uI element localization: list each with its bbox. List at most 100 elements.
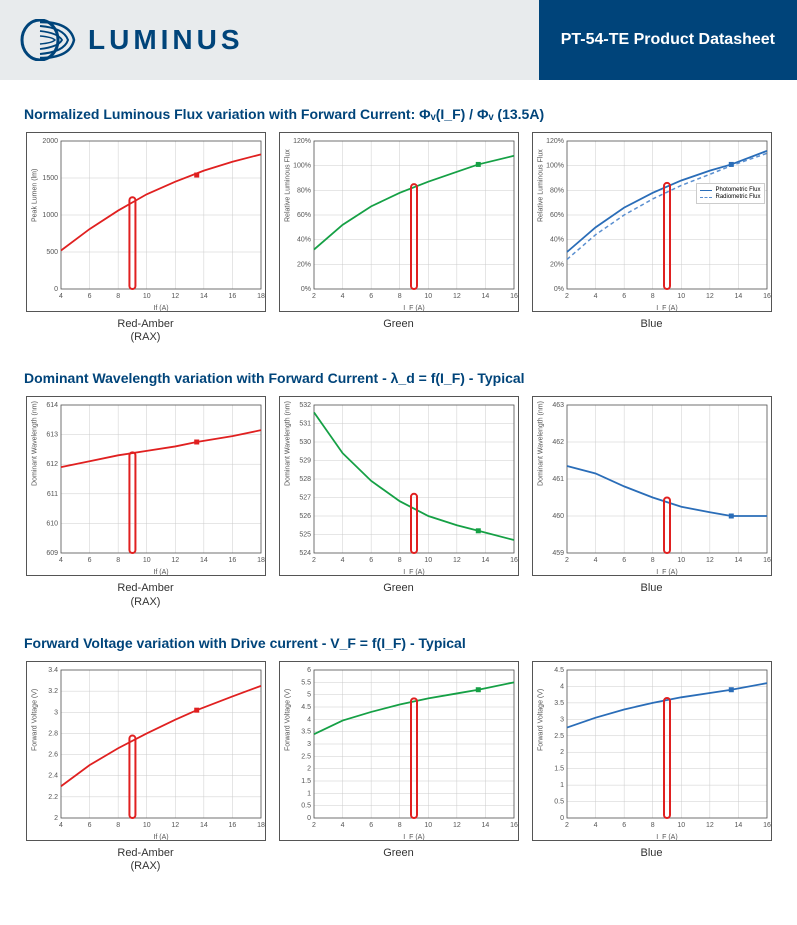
svg-text:4: 4	[59, 557, 63, 564]
svg-text:6: 6	[87, 822, 91, 829]
svg-text:16: 16	[510, 822, 518, 829]
svg-text:1.5: 1.5	[301, 778, 311, 785]
svg-text:40%: 40%	[549, 237, 563, 244]
svg-text:14: 14	[481, 822, 489, 829]
svg-text:8: 8	[397, 557, 401, 564]
y-axis-label: Dominant Wavelength (nm)	[537, 401, 544, 486]
svg-text:2: 2	[312, 293, 316, 300]
svg-text:3: 3	[560, 716, 564, 723]
chart-plot: 2468101214160%20%40%60%80%100%120%I_F (A…	[279, 132, 519, 312]
svg-text:12: 12	[452, 557, 460, 564]
svg-text:3.2: 3.2	[48, 688, 58, 695]
svg-text:I_F (A): I_F (A)	[403, 834, 424, 841]
y-axis-label: Dominant Wavelength (nm)	[284, 401, 291, 486]
chart-caption: Green	[383, 318, 414, 331]
chart-caption: Blue	[640, 847, 662, 860]
svg-text:0.5: 0.5	[554, 798, 564, 805]
svg-text:12: 12	[452, 822, 460, 829]
svg-text:8: 8	[650, 293, 654, 300]
chart-caption: Red-Amber(RAX)	[117, 847, 173, 873]
chart-section: Normalized Luminous Flux variation with …	[0, 80, 797, 344]
svg-text:If (A): If (A)	[153, 305, 168, 312]
svg-text:10: 10	[424, 822, 432, 829]
svg-text:0.5: 0.5	[301, 802, 311, 809]
y-axis-label: Relative Luminous Flux	[537, 149, 544, 222]
y-axis-label: Forward Voltage (V)	[31, 689, 38, 751]
section-title: Forward Voltage variation with Drive cur…	[24, 635, 773, 651]
svg-text:80%: 80%	[549, 187, 563, 194]
svg-text:524: 524	[299, 550, 311, 557]
svg-text:18: 18	[257, 293, 265, 300]
svg-text:I_F (A): I_F (A)	[656, 569, 677, 576]
svg-text:If (A): If (A)	[153, 569, 168, 576]
svg-text:20%: 20%	[549, 261, 563, 268]
chart-plot: 24681012141600.511.522.533.544.5I_F (A)F…	[532, 661, 772, 841]
svg-text:14: 14	[199, 293, 207, 300]
svg-text:5: 5	[307, 691, 311, 698]
svg-text:8: 8	[397, 822, 401, 829]
svg-text:120%: 120%	[546, 138, 564, 145]
svg-text:16: 16	[228, 293, 236, 300]
svg-text:0%: 0%	[300, 286, 310, 293]
svg-text:6: 6	[622, 293, 626, 300]
svg-text:4.5: 4.5	[554, 667, 564, 674]
svg-text:525: 525	[299, 532, 311, 539]
chart-plot: 246810121416524525526527528529530531532I…	[279, 396, 519, 576]
chart-cell: 4681012141618609610611612613614If (A)Dom…	[24, 396, 267, 608]
chart-plot: 24681012141600.511.522.533.544.555.56I_F…	[279, 661, 519, 841]
svg-text:6: 6	[87, 293, 91, 300]
svg-text:2: 2	[312, 822, 316, 829]
chart-caption: Red-Amber(RAX)	[117, 318, 173, 344]
svg-text:4: 4	[560, 683, 564, 690]
svg-text:16: 16	[228, 822, 236, 829]
svg-text:610: 610	[46, 521, 58, 528]
svg-text:528: 528	[299, 476, 311, 483]
legend-label: Radiometric Flux	[715, 194, 760, 200]
svg-text:460: 460	[552, 513, 564, 520]
chart-caption: Blue	[640, 582, 662, 595]
svg-text:3.5: 3.5	[301, 728, 311, 735]
svg-text:462: 462	[552, 439, 564, 446]
chart-caption: Blue	[640, 318, 662, 331]
chart-cell: 468101214161822.22.42.62.833.23.4If (A)F…	[24, 661, 267, 873]
svg-text:1: 1	[307, 790, 311, 797]
svg-text:611: 611	[46, 491, 57, 498]
svg-text:60%: 60%	[296, 212, 310, 219]
svg-text:14: 14	[734, 557, 742, 564]
svg-text:16: 16	[763, 293, 771, 300]
svg-text:461: 461	[552, 476, 564, 483]
svg-text:3.4: 3.4	[48, 667, 58, 674]
svg-text:531: 531	[299, 421, 311, 428]
chart-plot: 468101214161822.22.42.62.833.23.4If (A)F…	[26, 661, 266, 841]
svg-text:8: 8	[650, 557, 654, 564]
svg-text:12: 12	[171, 822, 179, 829]
svg-text:6: 6	[307, 667, 311, 674]
svg-text:80%: 80%	[296, 187, 310, 194]
chart-cell: 2468101214160%20%40%60%80%100%120%I_F (A…	[277, 132, 520, 344]
svg-text:6: 6	[369, 822, 373, 829]
svg-text:14: 14	[734, 293, 742, 300]
chart-cell: 246810121416459460461462463I_F (A)Domina…	[530, 396, 773, 608]
chart-plot: 2468101214160%20%40%60%80%100%120%I_F (A…	[532, 132, 772, 312]
svg-text:6: 6	[622, 822, 626, 829]
svg-text:4: 4	[340, 557, 344, 564]
svg-text:2.5: 2.5	[301, 753, 311, 760]
svg-text:12: 12	[171, 557, 179, 564]
svg-text:1.5: 1.5	[554, 765, 564, 772]
svg-text:2.6: 2.6	[48, 751, 58, 758]
svg-text:10: 10	[424, 557, 432, 564]
svg-text:18: 18	[257, 557, 265, 564]
svg-text:14: 14	[481, 557, 489, 564]
svg-text:If (A): If (A)	[153, 834, 168, 841]
svg-text:10: 10	[142, 557, 150, 564]
brand-name: LUMINUS	[88, 24, 244, 56]
svg-text:463: 463	[552, 402, 564, 409]
svg-text:0: 0	[307, 815, 311, 822]
datasheet-header: LUMINUS PT-54-TE Product Datasheet	[0, 0, 797, 80]
svg-text:10: 10	[677, 822, 685, 829]
chart-cell: 24681012141600.511.522.533.544.555.56I_F…	[277, 661, 520, 873]
svg-text:14: 14	[199, 822, 207, 829]
svg-text:10: 10	[677, 293, 685, 300]
chart-cell: 2468101214160%20%40%60%80%100%120%I_F (A…	[530, 132, 773, 344]
svg-text:18: 18	[257, 822, 265, 829]
